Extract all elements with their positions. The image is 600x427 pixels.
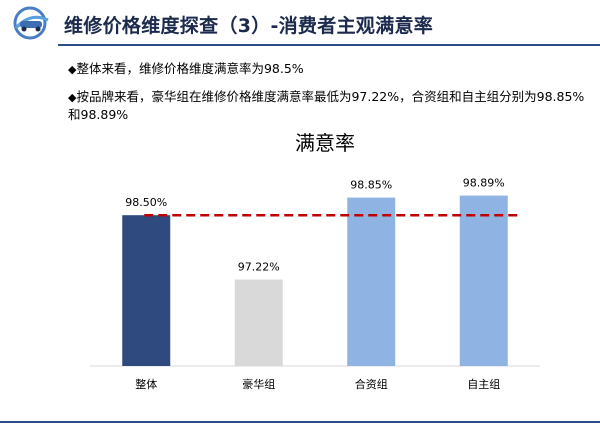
category-tick-label: 自主组 xyxy=(467,377,500,391)
title-divider xyxy=(58,44,600,46)
bar-value-label: 97.22% xyxy=(238,261,280,274)
bar-value-label: 98.89% xyxy=(463,177,505,190)
category-tick-label: 整体 xyxy=(135,377,157,391)
bullet-text: 整体来看，维修价格维度满意率为98.5% xyxy=(76,61,304,76)
bar-1 xyxy=(234,279,283,366)
brand-logo-icon xyxy=(13,6,49,40)
bullet-overall: ◆整体来看，维修价格维度满意率为98.5% xyxy=(68,60,588,78)
footer-divider xyxy=(0,421,600,423)
bar-value-label: 98.50% xyxy=(125,196,167,209)
bar-value-label: 98.85% xyxy=(350,179,392,192)
diamond-bullet-icon: ◆ xyxy=(68,91,77,104)
category-tick-label: 豪华组 xyxy=(242,377,275,391)
category-tick-label: 合资组 xyxy=(355,377,388,391)
bullet-by-brand: ◆按品牌来看，豪华组在维修价格维度满意率最低为97.22%，合资组和自主组分别为… xyxy=(68,88,588,123)
chart-title: 满意率 xyxy=(295,131,355,155)
bar-0 xyxy=(122,215,171,366)
diamond-bullet-icon: ◆ xyxy=(68,63,77,76)
bar-2 xyxy=(347,197,396,366)
bullet-text: 按品牌来看，豪华组在维修价格维度满意率最低为97.22%，合资组和自主组分别为9… xyxy=(68,89,585,122)
page-title: 维修价格维度探查（3）-消费者主观满意率 xyxy=(64,15,434,37)
bar-3 xyxy=(459,195,508,366)
